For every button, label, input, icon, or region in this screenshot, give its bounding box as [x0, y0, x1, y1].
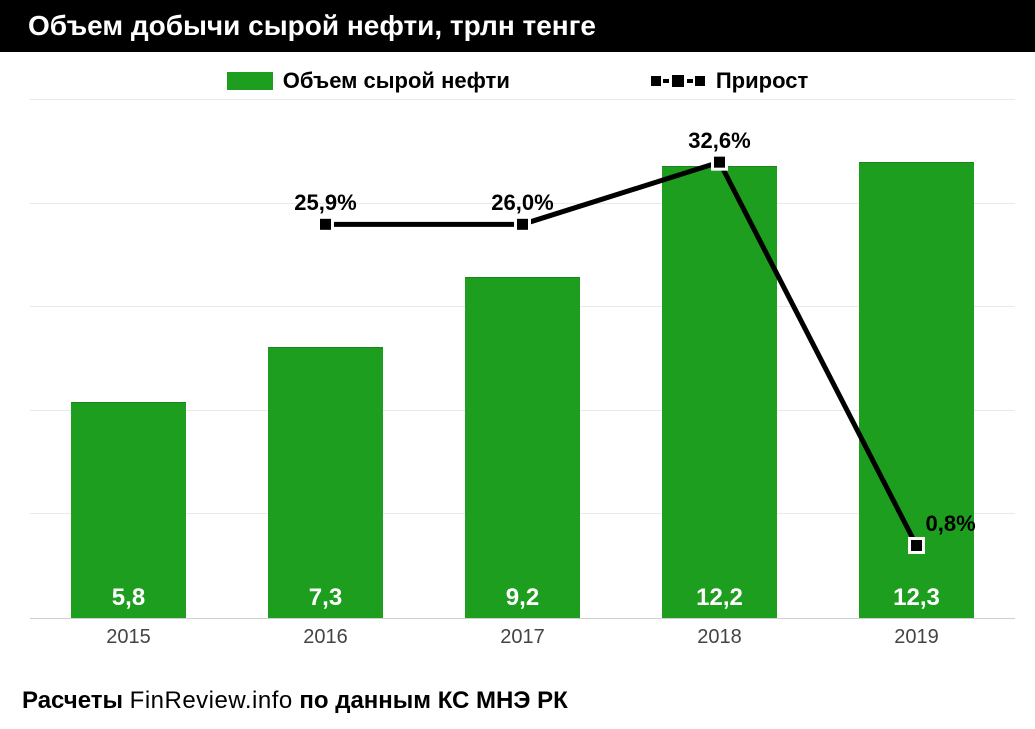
legend: Объем сырой нефти Прирост [0, 64, 1035, 98]
bar-slot: 12,3 [818, 100, 1015, 618]
footer-brand: FinReview.info [130, 687, 293, 714]
x-axis-label: 2016 [303, 626, 348, 649]
footer-caption: Расчеты FinReview.info по данным КС МНЭ … [22, 687, 568, 715]
bar-value-label: 12,3 [893, 584, 940, 612]
legend-item-bars: Объем сырой нефти [227, 68, 510, 94]
plot-area: 5,87,39,212,212,3 25,9%26,0%32,6%0,8% 20… [30, 100, 1015, 649]
bar: 7,3 [268, 347, 382, 618]
legend-label-line: Прирост [716, 68, 808, 94]
title-bar: Объем добычи сырой нефти, трлн тенге [0, 0, 1035, 52]
bar-slot: 9,2 [424, 100, 621, 618]
bar: 9,2 [465, 277, 579, 618]
x-axis-label: 2018 [697, 626, 742, 649]
bars-layer: 5,8 7,3 9,2 12,2 12,3 [30, 100, 1015, 618]
line-swatch-icon [650, 72, 706, 90]
bar-slot: 7,3 [227, 100, 424, 618]
chart-frame: Объем добычи сырой нефти, трлн тенге Объ… [0, 0, 1035, 729]
x-axis-label: 2017 [500, 626, 545, 649]
bar-value-label: 7,3 [309, 584, 342, 612]
footer-suffix: по данным КС МНЭ РК [293, 687, 568, 714]
footer-prefix: Расчеты [22, 687, 130, 714]
bar-value-label: 5,8 [112, 584, 145, 612]
bar: 5,8 [71, 402, 185, 618]
bar-slot: 5,8 [30, 100, 227, 618]
bar-value-label: 9,2 [506, 584, 539, 612]
x-axis-label: 2015 [106, 626, 151, 649]
x-axis-labels: 2015 2016 2017 2018 2019 [30, 619, 1015, 649]
x-axis-label: 2019 [894, 626, 939, 649]
legend-label-bars: Объем сырой нефти [283, 68, 510, 94]
bar: 12,2 [662, 166, 776, 618]
bar: 12,3 [859, 162, 973, 618]
bar-slot: 12,2 [621, 100, 818, 618]
bars-swatch-icon [227, 72, 273, 90]
bar-value-label: 12,2 [696, 584, 743, 612]
legend-item-line: Прирост [650, 68, 808, 94]
chart-title: Объем добычи сырой нефти, трлн тенге [28, 10, 596, 42]
